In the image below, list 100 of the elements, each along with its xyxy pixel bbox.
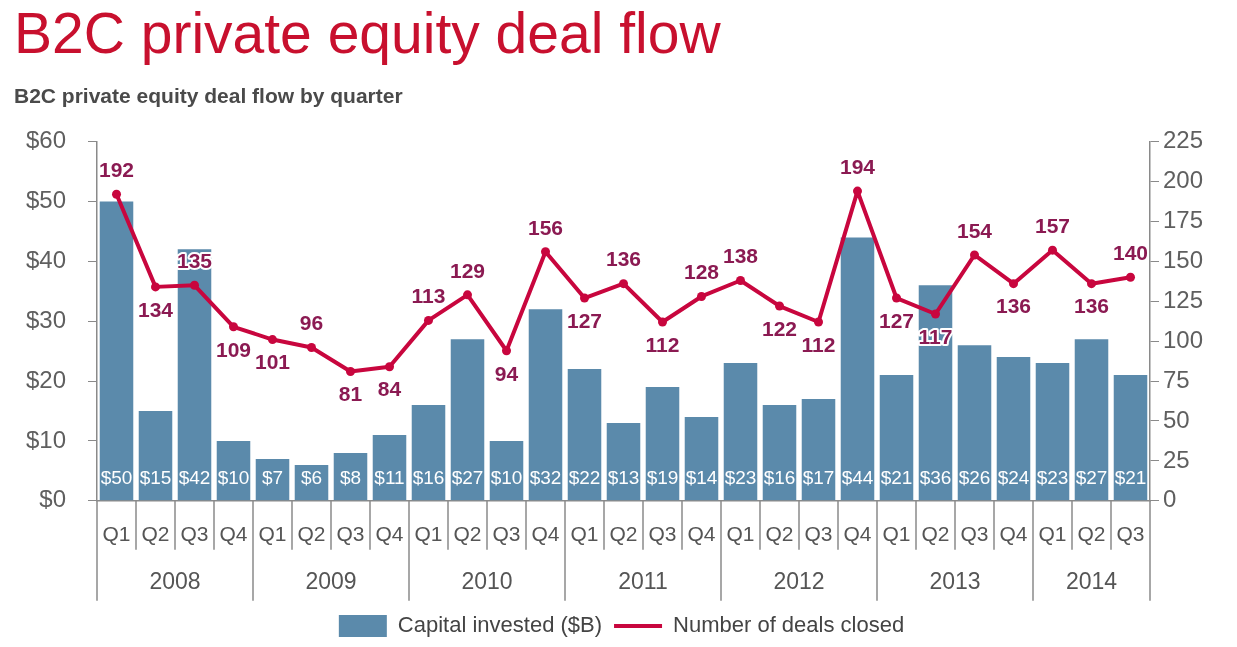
y2-tick-label: 200 — [1163, 166, 1204, 194]
y2-tick-label: 125 — [1163, 285, 1204, 313]
text: 2013 — [929, 568, 981, 595]
x-tick-label: Q3 — [960, 522, 989, 546]
x-tick-label: Q1 — [882, 522, 911, 546]
data-label: $17 — [802, 466, 835, 488]
data-label: $42 — [178, 466, 211, 488]
text: 2009 — [305, 568, 357, 595]
bar — [879, 375, 914, 501]
y-tick-label: $0 — [39, 485, 66, 513]
bar — [177, 249, 212, 501]
data-label: 112 — [801, 332, 836, 356]
data-label: 94 — [494, 361, 519, 385]
bar — [450, 339, 485, 501]
point — [346, 366, 355, 376]
data-label: $19 — [646, 466, 679, 488]
data-label: $21 — [880, 466, 913, 488]
text: 2008 — [149, 568, 201, 595]
point — [424, 315, 433, 325]
y-tick-label: $10 — [25, 425, 66, 453]
x-tick-label: Q4 — [999, 522, 1028, 546]
point — [658, 317, 667, 327]
point — [736, 275, 745, 285]
x-tick-label: Q1 — [570, 522, 599, 546]
point — [541, 247, 550, 257]
data-label: $11 — [374, 466, 405, 488]
x-tick-label: Q3 — [804, 522, 833, 546]
x-tick-label: Q1 — [726, 522, 755, 546]
point — [931, 309, 940, 319]
chart-title: B2C private equity deal flow — [14, 0, 722, 65]
data-label: $21 — [1114, 466, 1147, 488]
x-tick-label: Q3 — [648, 522, 677, 546]
data-label: 136 — [605, 247, 642, 271]
point — [853, 186, 862, 196]
data-label: 128 — [683, 260, 720, 284]
data-label: 127 — [878, 308, 915, 332]
point — [1009, 279, 1018, 289]
data-label: $50 — [100, 466, 133, 488]
data-label: $15 — [139, 466, 172, 488]
x-tick-label: Q2 — [453, 522, 482, 546]
text: 2011 — [618, 568, 668, 595]
y-tick-label: $40 — [25, 245, 66, 273]
legend-label: Capital invested ($B) — [397, 612, 603, 638]
point — [151, 282, 160, 292]
bar — [996, 357, 1031, 501]
data-label: 113 — [411, 284, 446, 308]
bar — [411, 405, 446, 501]
y2-tick-label: 75 — [1163, 365, 1190, 393]
x-tick-label: Q3 — [336, 522, 365, 546]
data-label: $16 — [763, 466, 796, 488]
data-label: 134 — [137, 297, 174, 321]
data-label: $22 — [568, 466, 601, 488]
y2-tick-label: 150 — [1163, 245, 1204, 273]
point — [1048, 245, 1057, 255]
bar — [99, 201, 134, 501]
x-tick-label: Q4 — [843, 522, 872, 546]
data-label: 194 — [839, 154, 876, 178]
bar — [138, 411, 173, 501]
y2-tick-label: 175 — [1163, 206, 1204, 234]
data-label: 140 — [1112, 241, 1149, 265]
point — [775, 301, 784, 311]
text: 2014 — [1065, 568, 1118, 595]
x-tick-label: Q3 — [492, 522, 521, 546]
data-label: $7 — [261, 466, 284, 488]
x-tick-label: Q2 — [141, 522, 170, 546]
y-tick-label: $30 — [25, 305, 66, 333]
point — [619, 279, 628, 289]
x-tick-label: Q1 — [414, 522, 443, 546]
data-label: 156 — [527, 215, 564, 239]
point — [1126, 272, 1135, 282]
point — [1087, 279, 1096, 289]
x-tick-label: Q1 — [1038, 522, 1067, 546]
data-label: $10 — [217, 466, 250, 488]
bar — [1035, 363, 1070, 501]
data-label: 154 — [956, 218, 993, 242]
bar — [684, 416, 719, 501]
data-label: 136 — [995, 294, 1032, 318]
x-tick-label: Q4 — [531, 522, 560, 546]
data-label: 122 — [761, 316, 798, 340]
bar — [1113, 375, 1148, 501]
x-tick-label: Q2 — [1077, 522, 1106, 546]
y2-tick-label: 0 — [1163, 485, 1177, 513]
point — [814, 317, 823, 327]
y-tick-label: $20 — [25, 365, 66, 393]
point — [229, 322, 238, 332]
x-tick-label: Q1 — [102, 522, 131, 546]
data-label: 112 — [645, 332, 680, 356]
data-label: $14 — [685, 466, 718, 488]
bar — [567, 369, 602, 501]
y2-tick-label: 100 — [1163, 325, 1204, 353]
data-label: $32 — [529, 466, 562, 488]
x-tick-label: Q4 — [375, 522, 404, 546]
x-tick-label: Q3 — [1116, 522, 1145, 546]
data-label: $10 — [490, 466, 523, 488]
bar — [762, 405, 797, 501]
x-tick-label: Q2 — [765, 522, 794, 546]
x-tick-label: Q2 — [609, 522, 638, 546]
point — [385, 362, 394, 372]
text: 2012 — [773, 568, 825, 595]
y-tick-label: $50 — [25, 186, 66, 214]
